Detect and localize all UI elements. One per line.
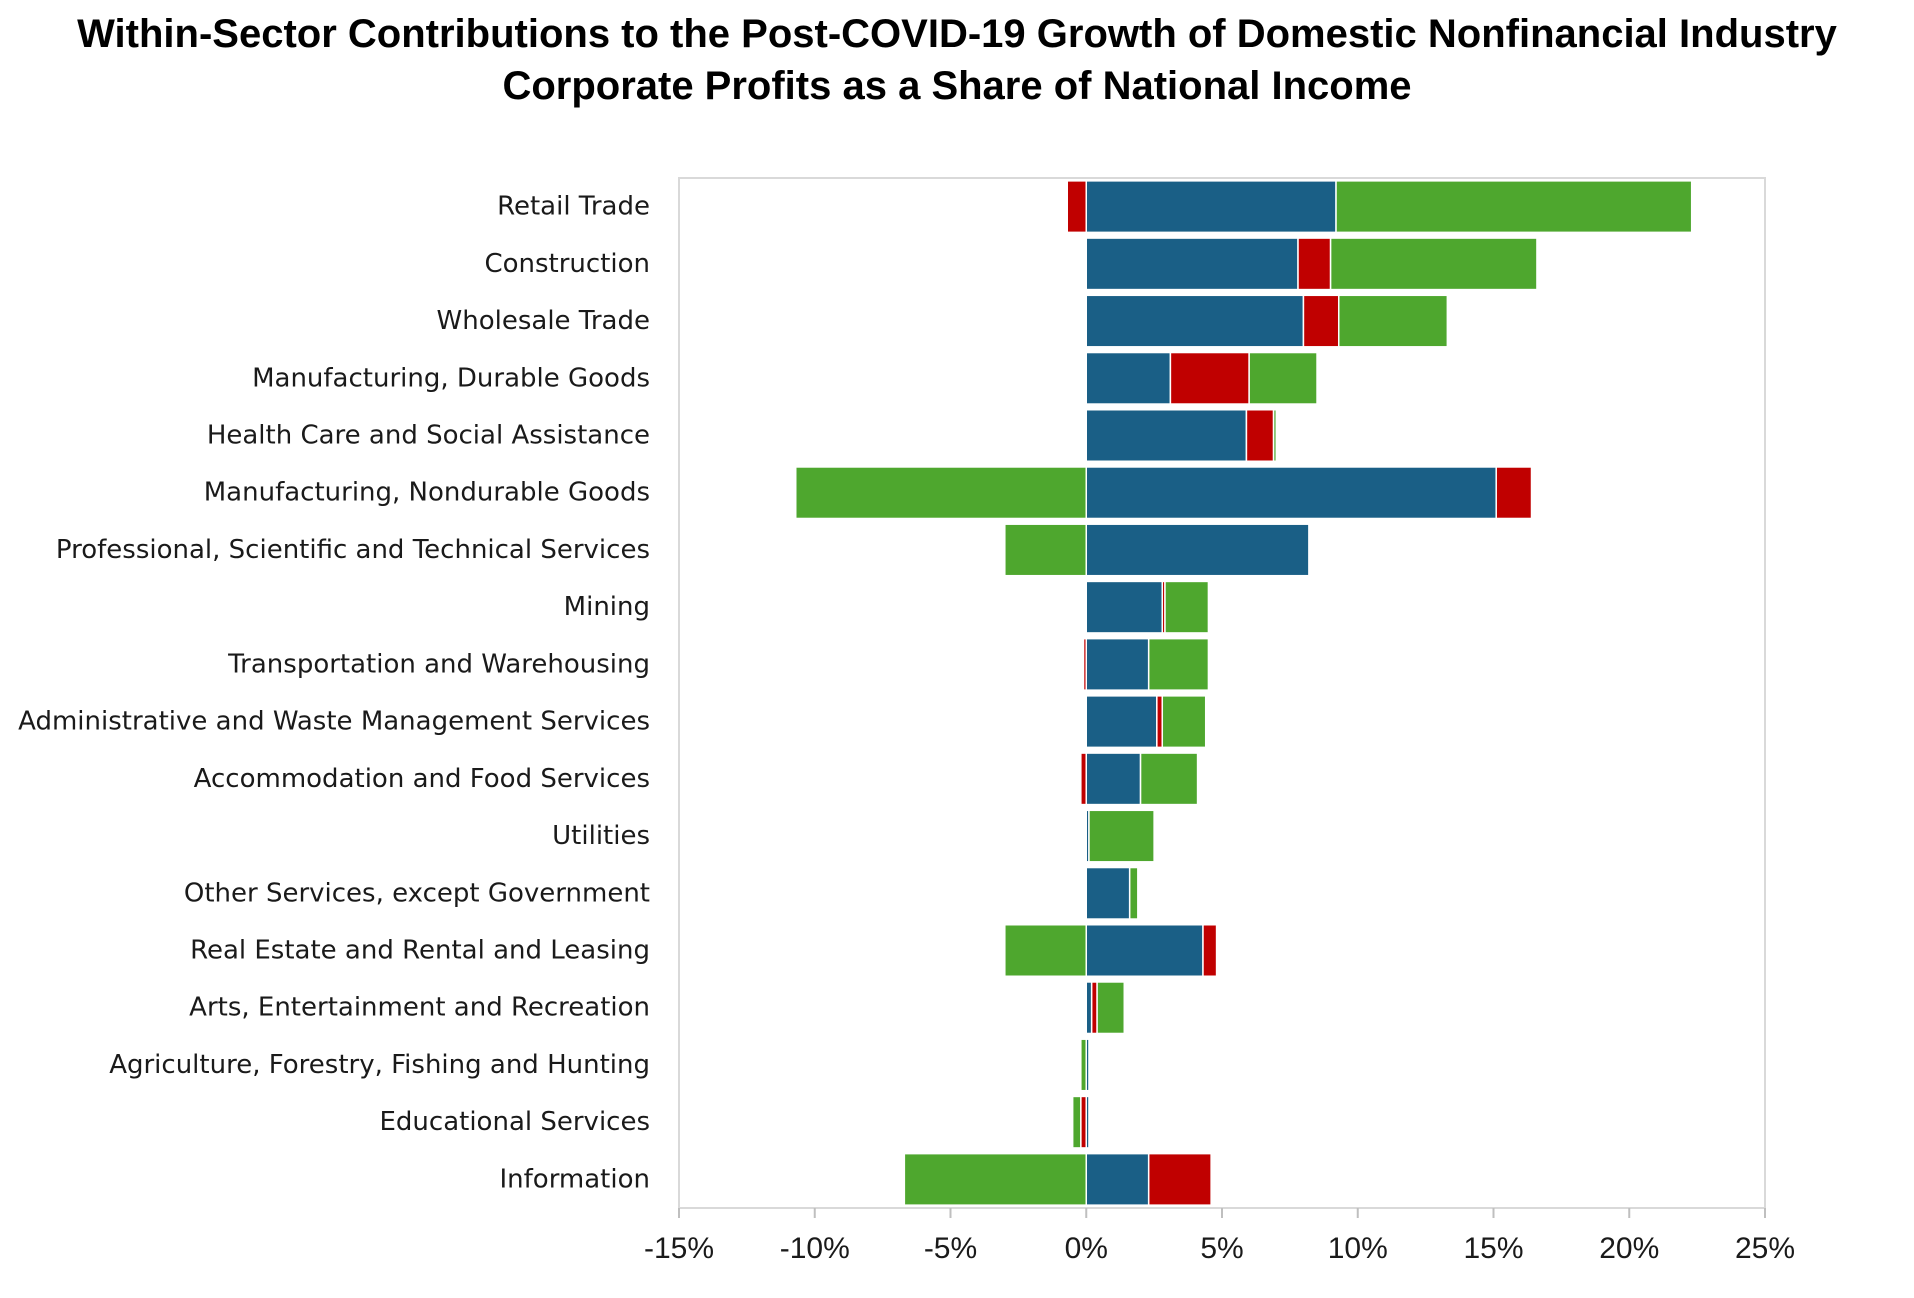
bar-segment-series-2 (1080, 752, 1087, 806)
x-tick-label: -5% (924, 1232, 977, 1265)
bar-segment-series-3 (1088, 809, 1155, 863)
bar-segment-series-1 (1085, 1152, 1150, 1206)
category-label: Agriculture, Forestry, Fishing and Hunti… (109, 1050, 650, 1080)
category-label: Arts, Entertainment and Recreation (189, 993, 650, 1023)
bar-segment-series-3 (795, 466, 1087, 520)
bar-segment-series-3 (1335, 180, 1693, 234)
chart-title-line-1: Within-Sector Contributions to the Post-… (77, 12, 1837, 56)
bar-segment-series-3 (1080, 1038, 1087, 1092)
category-label: Construction (484, 249, 650, 279)
bar-segment-series-1 (1085, 924, 1204, 977)
bar-segment-series-2 (1082, 637, 1088, 691)
bar-segment-series-1 (1085, 981, 1093, 1035)
bars-layer (795, 180, 1693, 1206)
x-tick-label: 25% (1735, 1232, 1795, 1265)
x-tick-label: 15% (1463, 1232, 1523, 1265)
bar-segment-series-2 (1080, 1095, 1087, 1149)
category-label: Professional, Scientific and Technical S… (56, 535, 650, 565)
bar-segment-series-2 (1169, 351, 1250, 405)
bar-segment-series-2 (1202, 924, 1218, 977)
bar-segment-series-3 (1096, 981, 1126, 1035)
bar-segment-series-1 (1085, 866, 1131, 920)
category-label: Retail Trade (497, 192, 650, 222)
category-label: Administrative and Waste Management Serv… (18, 707, 650, 737)
x-axis: -15% -10% -5% 0% 5% 10% 15% 20% 25% (644, 1208, 1795, 1265)
bar-segment-series-3 (1272, 409, 1278, 462)
bar-segment-series-3 (1337, 294, 1449, 348)
bar-segment-series-1 (1085, 637, 1150, 691)
bar-segment-series-1 (1085, 523, 1310, 577)
bar-segment-series-1 (1085, 294, 1305, 348)
category-label: Manufacturing, Durable Goods (252, 363, 650, 393)
category-label: Educational Services (380, 1107, 651, 1137)
category-label: Real Estate and Rental and Leasing (190, 936, 650, 966)
bar-segment-series-3 (1071, 1095, 1082, 1149)
category-label: Health Care and Social Assistance (207, 421, 650, 451)
bar-segment-series-2 (1147, 1152, 1212, 1206)
category-label: Transportation and Warehousing (227, 649, 650, 679)
bar-segment-series-1 (1085, 752, 1142, 806)
bar-segment-series-1 (1085, 351, 1172, 405)
category-label: Accommodation and Food Services (194, 764, 650, 794)
chart-title: Within-Sector Contributions to the Post-… (0, 8, 1914, 112)
x-tick-label: 20% (1599, 1232, 1659, 1265)
bar-segment-series-2 (1495, 466, 1533, 520)
bar-segment-series-3 (1147, 637, 1210, 691)
x-tick-label: 0% (1065, 1232, 1108, 1265)
bar-segment-series-3 (1329, 237, 1538, 291)
bar-segment-series-1 (1085, 237, 1299, 291)
category-label: Information (499, 1164, 650, 1194)
bar-segment-series-2 (1090, 981, 1098, 1035)
category-label: Other Services, except Government (184, 878, 650, 908)
category-label: Wholesale Trade (437, 306, 650, 336)
bar-segment-series-2 (1156, 695, 1164, 749)
bar-segment-series-1 (1085, 409, 1248, 462)
bar-segment-series-2 (1245, 409, 1275, 462)
bar-segment-series-2 (1302, 294, 1340, 348)
bar-segment-series-3 (903, 1152, 1087, 1206)
x-tick-label: -15% (644, 1232, 714, 1265)
x-tick-label: 10% (1328, 1232, 1388, 1265)
bar-segment-series-1 (1085, 180, 1337, 234)
bar-segment-series-1 (1085, 695, 1158, 749)
bar-segment-series-3 (1139, 752, 1199, 806)
x-tick-label: 5% (1200, 1232, 1243, 1265)
bar-segment-series-3 (1248, 351, 1318, 405)
bar-segment-series-1 (1085, 580, 1164, 634)
bar-segment-series-3 (1164, 580, 1210, 634)
bar-segment-series-3 (1161, 695, 1207, 749)
category-labels: Retail Trade Construction Wholesale Trade M… (18, 192, 650, 1195)
bar-segment-series-1 (1085, 466, 1497, 520)
category-label: Utilities (552, 821, 650, 851)
bar-segment-series-3 (1128, 866, 1139, 920)
chart-title-line-2: Corporate Profits as a Share of National… (502, 64, 1412, 108)
bar-segment-series-3 (1004, 924, 1087, 977)
bar-segment-series-2 (1297, 237, 1332, 291)
bar-segment-series-2 (1066, 180, 1087, 234)
x-tick-label: -10% (780, 1232, 850, 1265)
bar-segment-series-3 (1004, 523, 1087, 577)
category-label: Mining (564, 592, 650, 622)
category-label: Manufacturing, Nondurable Goods (204, 478, 650, 508)
